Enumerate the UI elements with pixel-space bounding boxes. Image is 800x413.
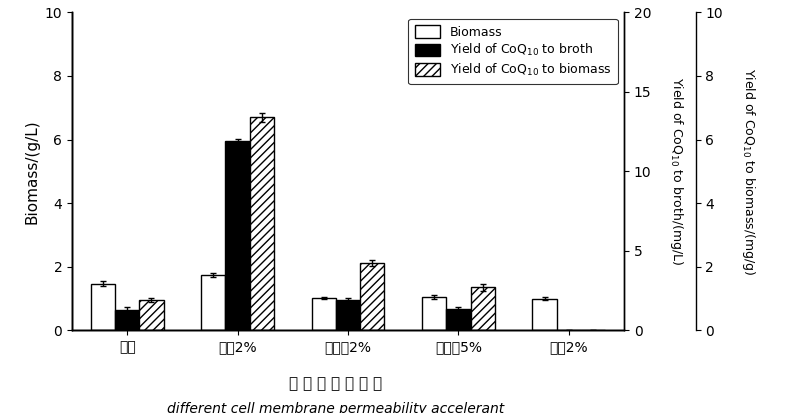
Bar [422,297,446,330]
Bar [139,300,164,330]
Bar [311,298,336,330]
Bar [115,310,139,330]
Bar [446,309,470,330]
Text: different cell membrane permeability accelerant: different cell membrane permeability acc… [167,402,505,413]
Bar [470,287,495,330]
Y-axis label: Yield of CoQ$_{10}$ to broth/(mg/L): Yield of CoQ$_{10}$ to broth/(mg/L) [668,77,685,266]
Text: 不 同 细 胞 通 透 剂: 不 同 细 胞 通 透 剂 [290,377,382,392]
Bar [532,299,557,330]
Bar [226,140,250,330]
Bar [360,263,385,330]
Y-axis label: Yield of CoQ$_{10}$ to biomass/(mg/g): Yield of CoQ$_{10}$ to biomass/(mg/g) [740,68,757,275]
Legend: Biomass, Yield of CoQ$_{10}$ to broth, Yield of CoQ$_{10}$ to biomass: Biomass, Yield of CoQ$_{10}$ to broth, Y… [408,19,618,85]
Bar [336,299,360,330]
Bar [201,275,226,330]
Bar [250,117,274,330]
Bar [90,284,115,330]
Y-axis label: Biomass/(g/L): Biomass/(g/L) [24,119,39,224]
